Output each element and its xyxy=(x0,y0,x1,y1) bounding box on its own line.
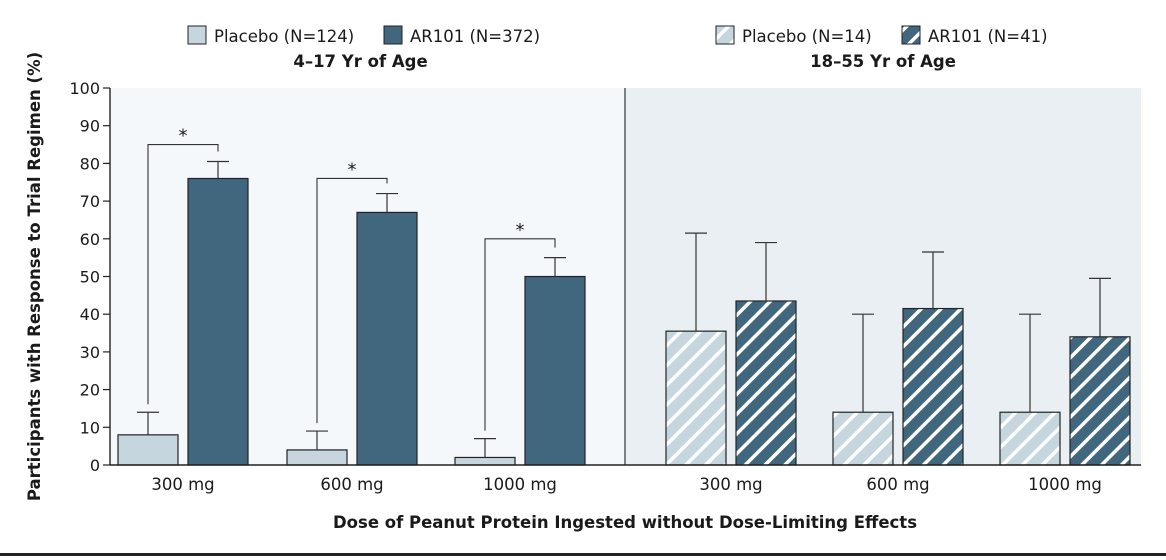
x-tick-label: 300 mg xyxy=(699,475,762,494)
bar xyxy=(454,456,516,466)
bar xyxy=(1069,336,1131,466)
significance-bracket xyxy=(316,177,388,424)
y-tick-label: 50 xyxy=(80,268,100,287)
y-axis-label: Participants with Response to Trial Regi… xyxy=(25,52,44,501)
bar xyxy=(832,411,894,466)
legend-swatch xyxy=(715,25,735,45)
bar xyxy=(356,211,418,466)
bar xyxy=(286,449,348,466)
legend-label: AR101 (N=372) xyxy=(410,27,540,46)
legend-label: Placebo (N=124) xyxy=(214,27,354,46)
bar xyxy=(999,411,1061,466)
bar xyxy=(902,307,964,466)
y-tick-label: 100 xyxy=(69,79,100,98)
x-tick-label: 300 mg xyxy=(151,475,214,494)
y-tick-label: 30 xyxy=(80,343,100,362)
significance-bracket xyxy=(484,238,556,431)
x-tick-label: 1000 mg xyxy=(483,475,557,494)
legend-label: AR101 (N=41) xyxy=(928,27,1048,46)
legend-swatch xyxy=(383,25,403,45)
legend-label: Placebo (N=14) xyxy=(742,27,872,46)
y-tick-label: 80 xyxy=(80,154,100,173)
bar xyxy=(735,300,797,466)
y-tick-label: 20 xyxy=(80,381,100,400)
panel-title: 18–55 Yr of Age xyxy=(810,52,956,71)
y-tick-label: 10 xyxy=(80,418,100,437)
y-tick-label: 70 xyxy=(80,192,100,211)
y-tick-label: 60 xyxy=(80,230,100,249)
panel-title: 4–17 Yr of Age xyxy=(293,52,427,71)
significance-star: * xyxy=(179,126,188,147)
y-tick-label: 40 xyxy=(80,305,100,324)
bar xyxy=(665,330,727,466)
x-tick-label: 600 mg xyxy=(320,475,383,494)
y-tick-label: 0 xyxy=(90,456,100,475)
significance-bracket xyxy=(147,144,219,405)
bar xyxy=(117,434,179,466)
x-tick-label: 600 mg xyxy=(866,475,929,494)
bar xyxy=(187,177,249,466)
x-tick-label: 1000 mg xyxy=(1028,475,1102,494)
significance-star: * xyxy=(348,159,357,180)
y-tick-label: 90 xyxy=(80,117,100,136)
x-axis-label: Dose of Peanut Protein Ingested without … xyxy=(333,513,917,532)
bar xyxy=(524,275,586,466)
significance-star: * xyxy=(516,220,525,241)
bottom-rule xyxy=(0,553,1166,556)
legend-swatch xyxy=(187,25,207,45)
legend-swatch xyxy=(901,25,921,45)
